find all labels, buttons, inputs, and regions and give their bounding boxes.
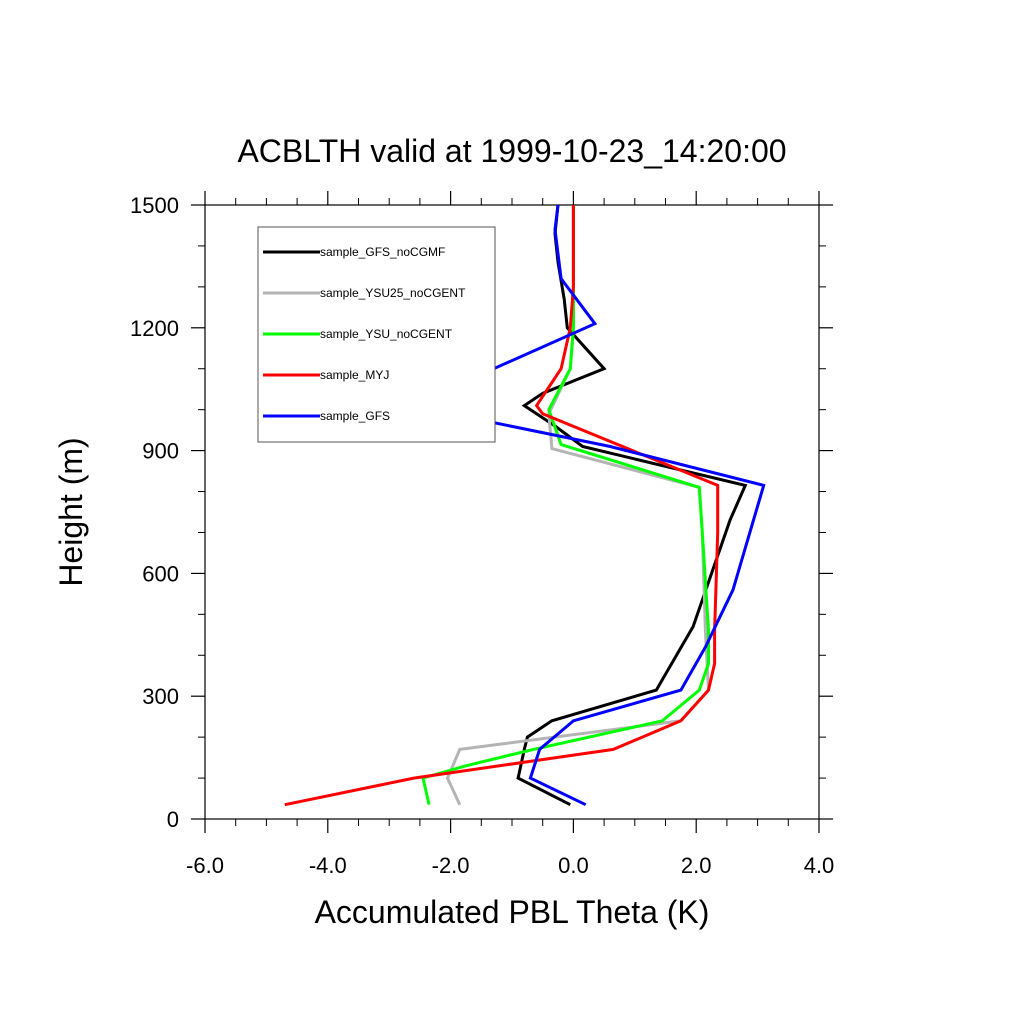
y-tick-label: 900 [142, 439, 179, 464]
x-tick-label: -4.0 [309, 853, 347, 878]
legend-label: sample_MYJ [320, 368, 389, 382]
legend-label: sample_YSU_noCGENT [320, 327, 453, 341]
series-line-sample-myj [284, 205, 720, 807]
legend-label: sample_YSU25_noCGENT [320, 286, 466, 300]
x-tick-label: -2.0 [432, 853, 470, 878]
legend-label: sample_GFS_noCGMF [320, 245, 445, 259]
series-line-sample-gfs [405, 204, 766, 807]
x-tick-label: 4.0 [804, 853, 835, 878]
x-tick-label: 2.0 [681, 853, 712, 878]
y-tick-label: 1500 [130, 193, 179, 218]
y-tick-label: 600 [142, 561, 179, 586]
y-tick-label: 1200 [130, 316, 179, 341]
series-line-sample-ysu-nocgent [421, 205, 710, 806]
x-tick-label: -6.0 [186, 853, 224, 878]
x-axis-label: Accumulated PBL Theta (K) [315, 894, 710, 930]
legend-label: sample_GFS [320, 409, 390, 423]
x-tick-label: 0.0 [558, 853, 589, 878]
y-axis-label: Height (m) [53, 437, 89, 586]
series-line-sample-gfs-nocgmf [516, 204, 748, 807]
chart-title: ACBLTH valid at 1999-10-23_14:20:00 [237, 133, 786, 169]
y-tick-label: 300 [142, 684, 179, 709]
y-tick-label: 0 [167, 807, 179, 832]
